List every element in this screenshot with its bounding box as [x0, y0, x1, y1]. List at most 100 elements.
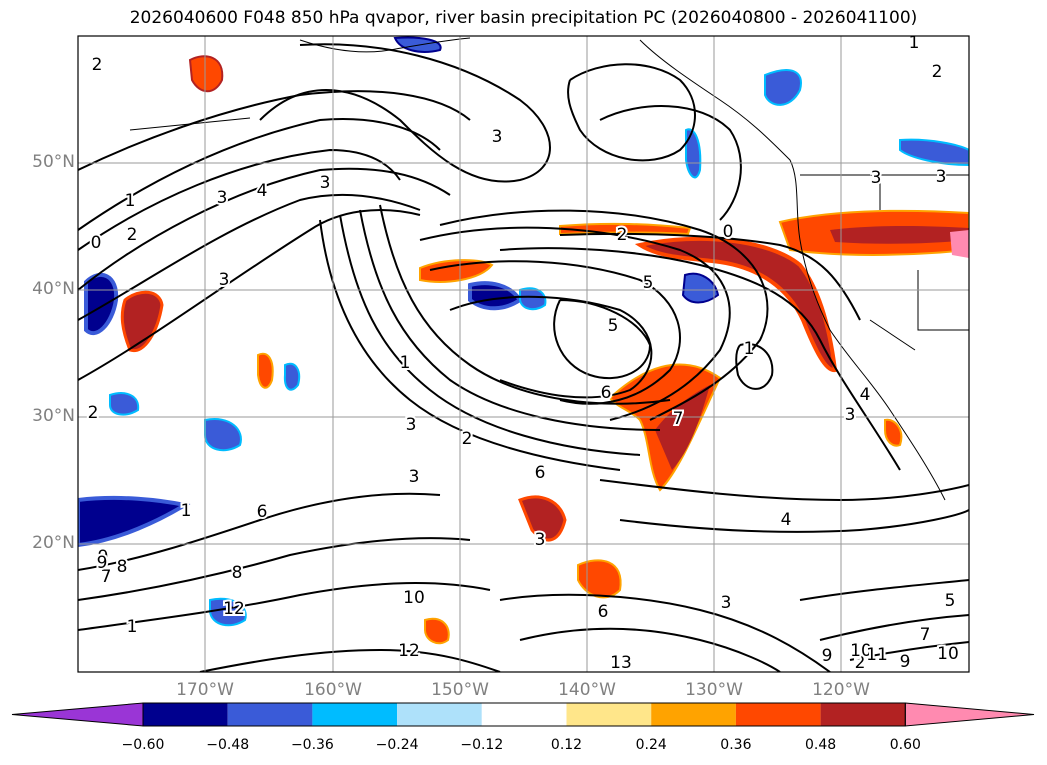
contour-label: 7: [673, 409, 684, 429]
shade-northwest-pink: [950, 230, 969, 258]
colorbar-cell: [566, 703, 652, 726]
contour-label: 5: [643, 273, 654, 293]
lon-label-120w: 120°W: [812, 680, 870, 700]
shade-blue-sw: [78, 495, 191, 548]
colorbar-cell: [397, 703, 482, 726]
contour-label: 10: [937, 644, 959, 664]
contour-label: 3: [871, 168, 882, 188]
contour-label: 5: [945, 591, 956, 611]
shade-blue-north: [685, 128, 702, 179]
map-frame: [77, 35, 970, 673]
contour-label: 1: [181, 501, 192, 521]
contour-label: 1: [127, 617, 138, 637]
contour-label: 3: [721, 593, 732, 613]
map-title: 2026040600 F048 850 hPa qvapor, river ba…: [129, 8, 918, 28]
contour-label: 2: [92, 55, 103, 75]
contour-label: 6: [601, 383, 612, 403]
shade-blue-topcenter: [393, 36, 442, 53]
coastlines: [129, 37, 946, 501]
contour-label: 7: [101, 567, 112, 587]
colorbar-tick-label: 0.12: [550, 737, 583, 753]
map-background: [78, 36, 969, 672]
colorbar-tick-label: −0.12: [460, 737, 504, 753]
contour-label: 12: [223, 599, 245, 619]
gridlines: [78, 36, 969, 672]
contour-label: 6: [535, 463, 546, 483]
shade-blue-nne: [764, 69, 802, 106]
colorbar-tick-label: 0.24: [635, 737, 667, 753]
contour-label: 8: [232, 563, 243, 583]
colorbar-cell: [227, 703, 313, 726]
contour-label: 1: [125, 191, 136, 211]
contour-label: 8: [117, 557, 128, 577]
contour-label: 4: [781, 510, 792, 530]
contour-label: 3: [219, 270, 230, 290]
colorbar-cell: [820, 703, 906, 726]
contour-label: 9: [900, 652, 911, 672]
lat-label-30n: 30°N: [32, 406, 75, 426]
shade-red-se: [884, 418, 903, 447]
contour-label: 10: [403, 588, 425, 608]
shade-blue-w2: [109, 392, 140, 416]
shade-red-center: [419, 259, 494, 283]
colorbar-tick-label: −0.36: [290, 737, 334, 753]
lat-label-50n: 50°N: [32, 152, 75, 172]
lon-label-160w: 160°W: [304, 680, 362, 700]
colorbar-cell: [143, 703, 228, 726]
contour-label: 2: [462, 429, 473, 449]
contour-label: 3: [936, 167, 947, 187]
shade-blue-sw2: [204, 418, 242, 452]
contour-label: 2: [855, 653, 866, 673]
contour-label: 3: [406, 415, 417, 435]
colorbar-tick-label: −0.24: [375, 737, 419, 753]
shade-orange-sc: [577, 559, 622, 599]
contour-label: 13: [610, 653, 632, 673]
qvapor-contours: [78, 43, 969, 672]
contour-label: 7: [920, 625, 931, 645]
contour-label: 2: [127, 225, 138, 245]
lon-label-130w: 130°W: [685, 680, 743, 700]
lon-label-170w: 170°W: [176, 680, 234, 700]
lon-label-140w: 140°W: [558, 680, 616, 700]
shade-southern-front-core: [655, 385, 710, 470]
shade-red-west: [120, 290, 164, 353]
shade-ar-core: [634, 236, 838, 373]
shade-blue-w3: [283, 362, 301, 391]
contour-label: 1: [400, 353, 411, 373]
colorbar-cell: [735, 703, 821, 726]
shade-northwest-inner: [830, 226, 969, 244]
shade-blue-center2: [519, 287, 547, 311]
contour-label: 9: [98, 547, 109, 567]
contour-label: 2: [617, 225, 628, 245]
contour-label: 0: [723, 222, 734, 242]
contour-label: 9: [822, 646, 833, 666]
contour-label: 3: [217, 188, 228, 208]
shade-blue-ne: [899, 138, 969, 167]
contour-label: 1: [909, 33, 920, 53]
shade-red-s: [424, 617, 450, 645]
contour-label: 4: [860, 385, 871, 405]
shade-blue-s: [209, 597, 247, 627]
colorbar-tick-label: −0.48: [206, 737, 250, 753]
shade-red-w2: [257, 352, 274, 389]
contour-label: 3: [535, 530, 546, 550]
contour-label: 0: [91, 233, 102, 253]
contour-label: 5: [945, 591, 956, 611]
shade-red-top: [188, 55, 224, 93]
contour-label: 9: [97, 553, 108, 573]
contour-label: 6: [257, 502, 268, 522]
contour-label: 3: [845, 405, 856, 425]
contour-label: 12: [398, 641, 420, 661]
colorbar-tick-label: 0.48: [805, 737, 837, 753]
colorbar-extend-low: [11, 702, 144, 727]
colorbar-extend-high: [904, 702, 1035, 727]
lon-label-150w: 150°W: [431, 680, 489, 700]
colorbar-cell: [312, 703, 398, 726]
colorbar-cell: [481, 703, 567, 726]
contour-label: 3: [409, 467, 420, 487]
contour-label: 11: [866, 645, 888, 665]
contour-label: 1: [744, 339, 755, 359]
lat-label-20n: 20°N: [32, 533, 75, 553]
contour-label: 6: [598, 602, 609, 622]
